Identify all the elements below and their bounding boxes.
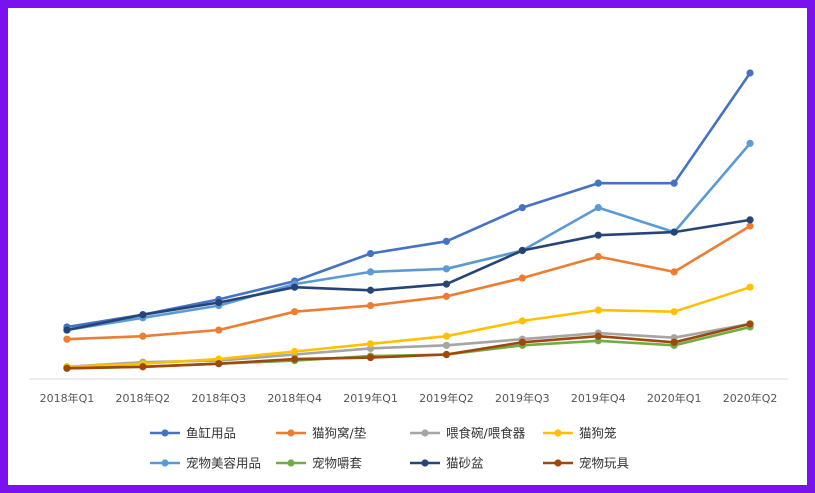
data-point	[442, 350, 451, 359]
data-point	[291, 347, 299, 356]
data-point	[518, 204, 526, 212]
legend-item-猫狗笼: 猫狗笼	[543, 426, 617, 441]
data-point	[366, 268, 375, 276]
legend-item-宠物嚼套: 宠物嚼套	[276, 456, 363, 471]
data-point	[215, 326, 223, 334]
data-point	[518, 274, 526, 282]
x-tick-label: 2020年Q2	[723, 391, 778, 405]
chart-frame: 2018年Q1 2018年Q2 2018年Q3 2018年Q4 2019年Q1 2019年…	[8, 8, 807, 485]
series-猫狗窝-垫	[63, 222, 754, 343]
legend-label: 猫狗窝/垫	[312, 426, 367, 441]
legend-label: 宠物玩具	[579, 456, 630, 471]
data-point	[442, 265, 451, 273]
data-point	[670, 338, 678, 346]
series-line	[65, 322, 752, 369]
legend-swatch-marker	[287, 429, 295, 437]
data-point	[139, 332, 147, 340]
data-point	[594, 204, 602, 212]
data-point	[291, 308, 299, 316]
data-point	[518, 338, 526, 346]
legend-swatch-marker	[554, 429, 562, 437]
data-point	[63, 364, 71, 372]
legend-item-喂食碗-喂食器: 喂食碗/喂食器	[410, 426, 526, 441]
series-line	[65, 71, 752, 329]
data-point	[594, 253, 602, 261]
legend-item-宠物美容用品: 宠物美容用品	[150, 456, 261, 471]
series-宠物美容用品	[63, 139, 754, 334]
data-point	[442, 280, 451, 288]
x-tick-label: 2018年Q1	[40, 391, 95, 405]
series-宠物玩具	[63, 320, 754, 372]
data-point	[746, 320, 754, 328]
data-point	[366, 301, 375, 310]
series-line	[65, 224, 752, 341]
legend-item-猫狗窝-垫: 猫狗窝/垫	[276, 426, 367, 441]
line-chart: 2018年Q1 2018年Q2 2018年Q3 2018年Q4 2019年Q1 2019年…	[29, 69, 788, 471]
data-point	[746, 222, 754, 230]
legend-item-鱼缸用品: 鱼缸用品	[150, 426, 236, 441]
data-point	[291, 283, 299, 291]
legend-swatch-marker	[287, 459, 295, 467]
series-line	[65, 322, 752, 370]
legend-label: 鱼缸用品	[186, 426, 236, 441]
data-point	[746, 216, 754, 224]
series-猫砂盆	[63, 216, 754, 334]
legend-label: 宠物美容用品	[186, 456, 261, 471]
series-猫狗笼	[63, 283, 754, 371]
series-line	[65, 285, 752, 369]
x-tick-label: 2018年Q4	[267, 391, 322, 405]
data-point	[670, 308, 678, 316]
data-point	[594, 332, 602, 340]
legend-label: 猫砂盆	[446, 456, 484, 471]
x-tick-label: 2019年Q2	[419, 391, 474, 405]
x-tick-label: 2018年Q2	[116, 391, 171, 405]
data-point	[442, 341, 451, 349]
legend-label: 猫狗笼	[579, 426, 617, 441]
x-tick-label: 2019年Q3	[495, 391, 550, 405]
data-point	[442, 332, 451, 340]
data-point	[139, 363, 147, 371]
legend-swatch-marker	[554, 459, 562, 467]
data-point	[746, 139, 754, 147]
data-point	[594, 306, 602, 314]
legend-label: 宠物嚼套	[312, 456, 363, 471]
data-point	[366, 353, 375, 362]
series-line	[65, 218, 752, 332]
x-tick-label: 2018年Q3	[191, 391, 246, 405]
x-tick-label: 2019年Q1	[343, 391, 398, 405]
data-point	[670, 268, 678, 276]
data-point	[366, 286, 375, 294]
data-point	[291, 355, 299, 363]
legend-item-宠物玩具: 宠物玩具	[543, 456, 630, 471]
data-point	[366, 249, 375, 258]
data-point	[215, 298, 223, 307]
data-point	[63, 335, 71, 343]
legend-label: 喂食碗/喂食器	[446, 426, 526, 441]
x-tick-label: 2019年Q4	[571, 391, 626, 405]
series-line	[65, 142, 752, 332]
data-point	[215, 360, 223, 368]
legend-swatch-marker	[161, 429, 169, 437]
legend-swatch-marker	[161, 459, 169, 467]
data-point	[442, 292, 451, 300]
legend-swatch-marker	[421, 429, 429, 437]
data-point	[442, 237, 451, 245]
data-point	[518, 317, 526, 325]
data-point	[63, 326, 71, 334]
legend-item-猫砂盆: 猫砂盆	[410, 456, 484, 471]
data-point	[139, 311, 147, 319]
data-point	[670, 228, 678, 236]
data-point	[518, 246, 526, 255]
x-tick-label: 2020年Q1	[647, 391, 702, 405]
series-鱼缸用品	[63, 69, 754, 331]
data-point	[746, 69, 754, 77]
data-point	[670, 179, 678, 187]
data-point	[594, 231, 602, 239]
legend-swatch-marker	[421, 459, 429, 467]
data-point	[366, 340, 375, 348]
data-point	[746, 283, 754, 291]
data-point	[594, 179, 602, 187]
